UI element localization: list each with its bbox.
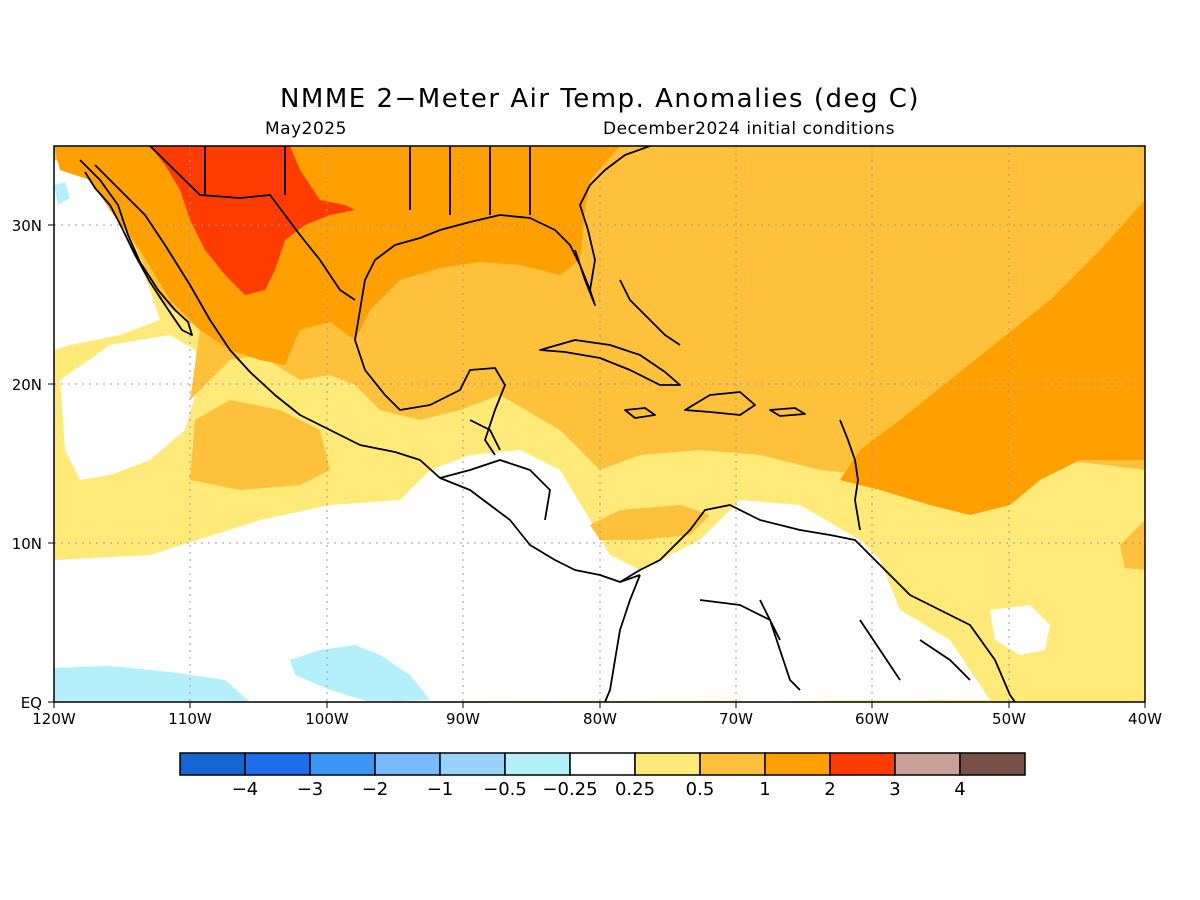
- colorbar-swatch: [374, 752, 441, 776]
- colorbar-swatch: [179, 752, 246, 776]
- coast-cuba: [539, 339, 681, 386]
- anomaly-white-amazon: [680, 560, 880, 702]
- colorbar-swatch: [504, 752, 571, 776]
- colorbar-swatch: [244, 752, 311, 776]
- coast-lesser-antilles: [839, 419, 861, 531]
- border-us-states: [204, 146, 531, 215]
- anomaly-lightorange-pacific-mexico: [190, 400, 330, 490]
- lon-label-80w: 80W: [583, 710, 617, 728]
- colorbar-label: −3: [297, 779, 324, 800]
- anomaly-lightorange-caribbean-south: [590, 505, 710, 540]
- map-title: NMME 2−Meter Air Temp. Anomalies (deg C): [279, 84, 921, 114]
- lon-label-40w: 40W: [1128, 710, 1162, 728]
- coast-colombia-west: [604, 574, 641, 702]
- coast-gulf-of-mexico: [354, 229, 506, 456]
- colorbar-label: −2: [362, 779, 389, 800]
- colorbar-label: 1: [759, 779, 770, 800]
- anomaly-red-mexico-southwest-us: [150, 146, 355, 295]
- map-gridlines: [54, 146, 1145, 702]
- lon-label-60w: 60W: [855, 710, 889, 728]
- coast-florida-atlantic: [579, 146, 651, 291]
- colorbar-label: −4: [232, 779, 259, 800]
- colorbar: −4 −3 −2 −1 −0.5 −0.25 0.25 0.5 1 2 3 4: [179, 752, 1026, 800]
- anomaly-orange-atlantic: [840, 146, 1145, 515]
- coast-hispaniola: [684, 391, 756, 416]
- anomaly-lightblue-pacific-east: [290, 645, 430, 702]
- init-conditions-label: December2024 initial conditions: [603, 119, 895, 139]
- lat-label-eq: EQ: [21, 694, 42, 712]
- anomaly-lightorange-atlantic-east: [1120, 520, 1145, 570]
- colorbar-swatch: [439, 752, 506, 776]
- colorbar-label: 0.5: [686, 779, 715, 800]
- coast-us-gulf: [439, 214, 596, 306]
- lon-label-110w: 110W: [168, 710, 212, 728]
- coastlines: [79, 146, 1016, 702]
- anomaly-white-offshore-mexico: [60, 335, 200, 480]
- anomaly-lightblue-south-pacific: [54, 666, 250, 702]
- coast-south-america-north: [619, 504, 1016, 702]
- border-central-america: [439, 419, 551, 521]
- coast-baja-california: [79, 159, 193, 336]
- anomaly-lightblue-nw-coast: [54, 182, 70, 205]
- colorbar-label: 4: [954, 779, 965, 800]
- colorbar-label: −1: [427, 779, 454, 800]
- lon-label-70w: 70W: [719, 710, 753, 728]
- axis-ticks: [48, 224, 1146, 708]
- colorbar-swatch: [959, 752, 1026, 776]
- colorbar-label: 2: [824, 779, 835, 800]
- colorbar-swatch: [634, 752, 701, 776]
- colorbar-label: 3: [889, 779, 900, 800]
- anomaly-white-northwest: [54, 150, 160, 350]
- anomaly-white-atlantic-patch: [990, 605, 1050, 655]
- colorbar-label: −0.25: [542, 779, 597, 800]
- colorbar-swatch: [894, 752, 961, 776]
- lat-label-30n: 30N: [12, 217, 42, 235]
- coast-bahamas: [619, 279, 681, 346]
- colorbar-swatch: [764, 752, 831, 776]
- lon-label-120w: 120W: [32, 710, 76, 728]
- colorbar-swatch: [829, 752, 896, 776]
- colorbar-label: −0.5: [483, 779, 527, 800]
- colorbar-label: 0.25: [615, 779, 655, 800]
- anomaly-field: [54, 146, 1145, 702]
- lat-label-20n: 20N: [12, 376, 42, 394]
- lon-label-50w: 50W: [992, 710, 1026, 728]
- lat-label-10n: 10N: [12, 535, 42, 553]
- coast-puerto-rico: [769, 407, 806, 417]
- lon-label-90w: 90W: [446, 710, 480, 728]
- border-us-mexico: [149, 146, 356, 301]
- border-south-america: [699, 599, 971, 691]
- valid-month-label: May2025: [265, 119, 347, 139]
- colorbar-swatch: [699, 752, 766, 776]
- colorbar-swatch: [309, 752, 376, 776]
- coast-mexico-pacific: [94, 164, 641, 583]
- coast-jamaica: [624, 407, 656, 419]
- colorbar-swatch: [569, 752, 636, 776]
- lon-label-100w: 100W: [305, 710, 349, 728]
